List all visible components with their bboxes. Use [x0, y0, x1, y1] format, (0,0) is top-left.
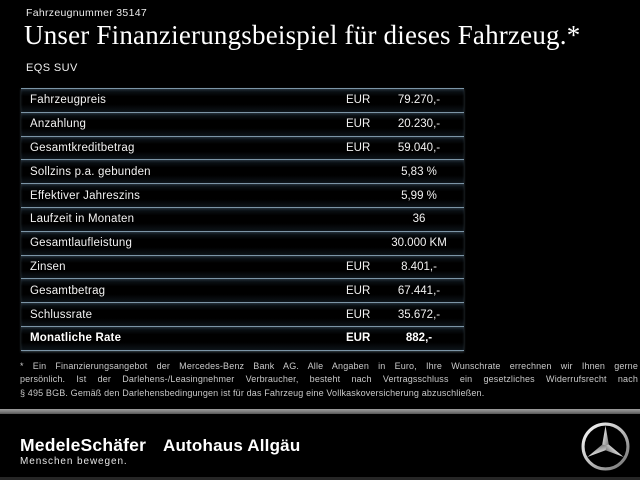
mercedes-star-icon	[581, 422, 630, 471]
table-row: Fahrzeugpreis EUR 79.270,-	[21, 88, 464, 112]
table-row: Laufzeit in Monaten 36	[21, 206, 464, 231]
row-value: 30.000 KM	[391, 237, 447, 250]
row-currency: EUR	[346, 94, 371, 107]
row-value: 36	[412, 213, 426, 226]
row-currency: EUR	[346, 141, 371, 154]
footer-divider	[0, 409, 640, 414]
row-label: Sollzins p.a. gebunden	[30, 165, 151, 178]
bottom-edge-strip	[0, 477, 640, 480]
row-currency: EUR	[346, 308, 371, 321]
table-row: Effektiver Jahreszins 5,99 %	[21, 183, 464, 207]
page-title: Unser Finanzierungsbeispiel für dieses F…	[24, 20, 581, 50]
table-row: Anzahlung EUR 20.230,-	[21, 111, 464, 136]
row-value: 35.672,-	[397, 308, 441, 321]
table-row: Schlussrate EUR 35.672,-	[21, 302, 464, 326]
finance-table: Fahrzeugpreis EUR 79.270,- Anzahlung EUR…	[21, 88, 464, 351]
dealer-logo: MedeleSchäfer	[20, 435, 147, 455]
row-currency: EUR	[346, 118, 371, 131]
row-label: Zinsen	[30, 260, 66, 273]
row-value: 882,-	[405, 332, 433, 345]
table-row: Monatliche Rate EUR 882,-	[21, 325, 464, 350]
row-label: Fahrzeugpreis	[30, 94, 107, 107]
row-value: 79.270,-	[397, 94, 441, 107]
row-label: Anzahlung	[30, 118, 87, 131]
table-row: Sollzins p.a. gebunden 5,83 %	[21, 159, 464, 184]
table-row: Zinsen EUR 8.401,-	[21, 254, 464, 279]
table-row: Gesamtkreditbetrag EUR 59.040,-	[21, 135, 464, 160]
footnote: * Ein Finanzierungsangebot der Mercedes-…	[20, 360, 638, 400]
row-label: Gesamtlaufleistung	[30, 237, 133, 250]
footnote-line: persönlich. Ist der Darlehens-/Leasingne…	[20, 374, 638, 385]
row-value: 5,83 %	[401, 165, 437, 178]
row-label: Laufzeit in Monaten	[30, 213, 135, 226]
row-label: Gesamtkreditbetrag	[30, 141, 135, 154]
table-row: Gesamtbetrag EUR 67.441,-	[21, 278, 464, 303]
row-label: Schlussrate	[30, 308, 93, 321]
row-value: 59.040,-	[397, 141, 441, 154]
row-currency: EUR	[346, 260, 371, 273]
dealer-slogan: Menschen bewegen.	[20, 456, 128, 467]
footnote-line: § 495 BGB. Gemäß den Darlehensbedingunge…	[20, 387, 485, 398]
row-value: 20.230,-	[397, 118, 441, 131]
vehicle-number: Fahrzeugnummer 35147	[26, 7, 147, 19]
row-value: 8.401,-	[401, 260, 437, 273]
row-label: Effektiver Jahreszins	[30, 189, 141, 202]
row-currency: EUR	[346, 284, 371, 297]
row-label: Monatliche Rate	[30, 332, 122, 345]
row-label: Gesamtbetrag	[30, 284, 106, 297]
vehicle-model: EQS SUV	[26, 62, 78, 74]
row-value: 67.441,-	[397, 284, 441, 297]
dealer-name: Autohaus Allgäu	[163, 436, 301, 455]
footnote-line: * Ein Finanzierungsangebot der Mercedes-…	[20, 361, 638, 371]
row-value: 5,99 %	[401, 189, 437, 202]
row-currency: EUR	[346, 332, 371, 345]
table-row: Gesamtlaufleistung 30.000 KM	[21, 230, 464, 255]
